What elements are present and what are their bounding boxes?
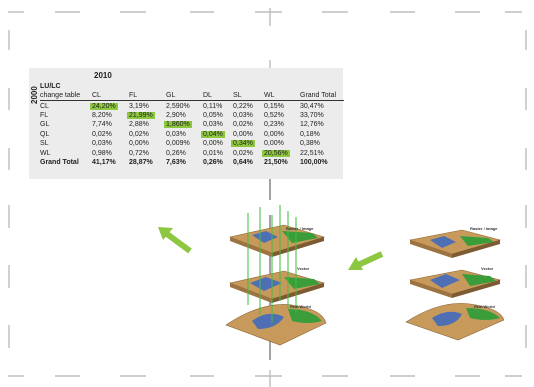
- table-title-main: LU/LC: [40, 83, 61, 90]
- table-cell: 0,03%: [203, 121, 223, 129]
- table-cell: 30,47%: [300, 102, 324, 110]
- table-cell: 3,19%: [129, 102, 149, 110]
- arrow-left-icon: [348, 251, 384, 270]
- table-cell: 0,05%: [203, 111, 223, 119]
- row-label: FL: [40, 111, 49, 119]
- year-row-header: 2000: [30, 86, 39, 104]
- table-title: LU/LC: [40, 82, 61, 91]
- table-cell: 0,00%: [233, 130, 253, 138]
- column-header: GL: [166, 91, 203, 102]
- table-cell: 0,009%: [166, 140, 190, 148]
- table-cell: 33,70%: [300, 111, 324, 119]
- label-vector-right: Vector: [481, 266, 494, 271]
- row-label: GL: [40, 121, 50, 129]
- highlighted-value: 0,34%: [231, 140, 255, 148]
- total-cell: 28,87%: [129, 158, 153, 166]
- total-cell: 41,17%: [92, 158, 116, 166]
- table-row: CL 24,20% 3,19% 2,590% 0,11% 0,22% 0,15% 30,47%: [40, 101, 344, 111]
- table-cell: 0,72%: [129, 149, 149, 157]
- label-raster-left: Raster / Image: [286, 226, 314, 231]
- row-label: WL: [40, 149, 51, 157]
- table-cell: 0,15%: [264, 102, 284, 110]
- table-cell: 0,11%: [203, 102, 223, 110]
- table-cell: 0,04%: [201, 130, 233, 139]
- table-cell: 2,90%: [166, 111, 186, 119]
- table-cell: 0,01%: [203, 149, 223, 157]
- highlighted-value: 21,99%: [127, 111, 155, 119]
- total-cell: 7,63%: [166, 158, 186, 166]
- label-vector-left: Vector: [297, 266, 310, 271]
- table-cell: 21,99%: [127, 111, 166, 120]
- table-cell: 0,00%: [203, 140, 223, 148]
- column-header: CL: [92, 91, 129, 102]
- table-cell: 0,00%: [264, 140, 284, 148]
- table-cell: 20,56%: [262, 148, 300, 157]
- table-cell: 0,22%: [233, 102, 253, 110]
- row-label: SL: [40, 140, 49, 148]
- table-cell: 0,98%: [92, 149, 112, 157]
- table-cell: 24,20%: [90, 101, 129, 111]
- table-header-row: change table CL FL GL DL SL WL Grand Tot…: [40, 91, 344, 102]
- table-cell: 0,02%: [233, 121, 253, 129]
- table-header-sub: change table: [40, 91, 92, 102]
- total-cell: 0,64%: [233, 158, 253, 166]
- table-cell: 0,03%: [233, 111, 253, 119]
- layer-diagram-left: [225, 205, 327, 346]
- column-header: Grand Total: [300, 91, 344, 102]
- table-cell: 0,23%: [264, 121, 284, 129]
- table-cell: 0,00%: [129, 140, 149, 148]
- table-cell: 7,74%: [92, 121, 112, 129]
- year-column-header: 2010: [94, 71, 112, 80]
- arrow-up-left-icon: [158, 227, 192, 254]
- column-header: FL: [129, 91, 166, 102]
- table-cell: 0,02%: [92, 130, 112, 138]
- table-cell: 0,34%: [231, 139, 264, 148]
- table-cell: 0,38%: [300, 140, 320, 148]
- grand-total-row: Grand Total 41,17% 28,87% 7,63% 0,26% 0,64% 21…: [40, 158, 344, 167]
- table-cell: 0,52%: [264, 111, 284, 119]
- total-cell: 0,26%: [203, 158, 223, 166]
- table-cell: 0,00%: [264, 130, 284, 138]
- column-header: WL: [264, 91, 300, 102]
- table-cell: 0,02%: [233, 149, 253, 157]
- row-label: QL: [40, 130, 50, 138]
- table-row: FL 8,20% 21,99% 2,90% 0,05% 0,03% 0,52% 33,70%: [40, 111, 344, 120]
- table-cell: 0,03%: [92, 140, 112, 148]
- table-cell: 2,590%: [166, 102, 190, 110]
- table-row: QL 0,02% 0,02% 0,03% 0,04% 0,00% 0,00% 0,18%: [40, 130, 344, 139]
- table-cell: 12,76%: [300, 121, 324, 129]
- table-cell: 1,860%: [164, 120, 203, 129]
- lulc-change-table: change table CL FL GL DL SL WL Grand Tot…: [40, 91, 344, 167]
- row-label: CL: [40, 102, 49, 110]
- label-raster-right: Raster / Image: [470, 226, 498, 231]
- total-cell: 100,00%: [300, 158, 328, 166]
- table-cell: 8,20%: [92, 111, 112, 119]
- table-row: GL 7,74% 2,88% 1,860% 0,03% 0,02% 0,23% 12,76%: [40, 120, 344, 129]
- table-body: CL 24,20% 3,19% 2,590% 0,11% 0,22% 0,15% 30,47%…: [40, 101, 344, 167]
- label-real-left: Real World: [290, 304, 311, 309]
- table-cell: 22,51%: [300, 149, 324, 157]
- table-cell: 0,02%: [129, 130, 149, 138]
- total-cell: 21,50%: [264, 158, 288, 166]
- layer-diagram-right: [405, 229, 505, 341]
- row-label: Grand Total: [40, 158, 79, 166]
- column-header: SL: [233, 91, 264, 102]
- highlighted-value: 1,860%: [164, 121, 192, 129]
- label-real-right: Real World: [474, 304, 495, 309]
- table-cell: 0,26%: [166, 149, 186, 157]
- table-cell: 2,88%: [129, 121, 149, 129]
- column-header: DL: [203, 91, 233, 102]
- table-row: WL 0,98% 0,72% 0,26% 0,01% 0,02% 20,56% 22,51%: [40, 148, 344, 157]
- table-cell: 0,18%: [300, 130, 320, 138]
- highlighted-value: 20,56%: [262, 149, 290, 157]
- table-row: SL 0,03% 0,00% 0,009% 0,00% 0,34% 0,00% 0,38%: [40, 139, 344, 148]
- highlighted-value: 24,20%: [90, 102, 118, 110]
- highlighted-value: 0,04%: [201, 130, 225, 138]
- table-cell: 0,03%: [166, 130, 186, 138]
